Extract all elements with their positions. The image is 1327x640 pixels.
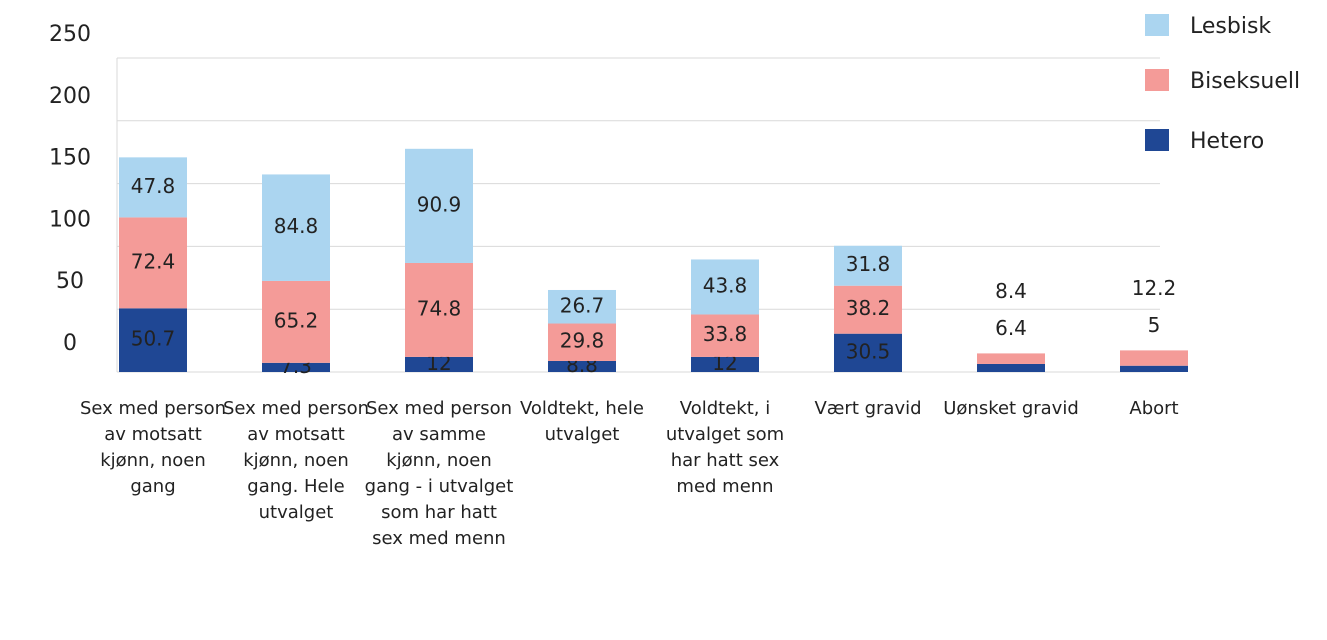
y-tick-label: 150 — [49, 146, 91, 171]
x-tick-label: Sex med person av motsatt kjønn, noen ga… — [79, 398, 226, 497]
bar-segment — [262, 174, 330, 281]
y-tick-label: 200 — [49, 84, 91, 109]
data-label: 50.7 — [131, 327, 176, 351]
bar-segment — [548, 360, 616, 372]
data-label: 65.2 — [274, 308, 319, 332]
y-tick-label: 50 — [56, 269, 84, 294]
x-tick-label: Sex med person av samme kjønn, noen gang… — [364, 398, 514, 549]
legend-label: Biseksuell — [1190, 69, 1300, 94]
bar-segment — [548, 289, 616, 324]
bar-segment — [834, 285, 902, 334]
bar-segment — [977, 353, 1045, 364]
legend-swatch — [1145, 14, 1169, 36]
bar-segment — [834, 333, 902, 372]
x-tick-label: Voldtekt, i utvalget som har hatt sex me… — [665, 398, 785, 497]
data-label: 84.8 — [274, 214, 319, 238]
data-label: 72.4 — [131, 249, 176, 273]
bar-segment — [691, 259, 759, 315]
bar-segment — [405, 148, 473, 263]
bar-segment — [691, 356, 759, 372]
legend-label: Hetero — [1190, 129, 1264, 154]
legend-swatch — [1145, 129, 1169, 151]
bar-segment — [548, 323, 616, 361]
bar-segment — [1120, 350, 1188, 366]
bar-segment — [977, 363, 1045, 372]
y-tick-label: 0 — [63, 331, 77, 356]
bar-segment — [119, 217, 187, 309]
x-tick-label: Sex med person av motsatt kjønn, noen ga… — [222, 398, 369, 523]
data-label: 31.8 — [846, 252, 891, 276]
data-label: 90.9 — [417, 192, 462, 216]
bar-segment — [119, 157, 187, 218]
data-label: 8.4 — [995, 279, 1027, 303]
bar-segment — [691, 314, 759, 357]
data-label: 30.5 — [846, 339, 891, 363]
bar-segment — [405, 262, 473, 357]
legend-swatch — [1145, 69, 1169, 91]
data-label: 74.8 — [417, 296, 462, 320]
data-label: 33.8 — [703, 322, 748, 346]
data-label: 47.8 — [131, 174, 176, 198]
bar-segment — [834, 245, 902, 286]
bar-segment — [262, 280, 330, 363]
y-tick-label: 100 — [49, 207, 91, 232]
data-label: 26.7 — [560, 293, 605, 317]
x-tick-label: Vært gravid — [814, 398, 922, 419]
bar-segment — [1120, 365, 1188, 372]
x-tick-label: Uønsket gravid — [943, 398, 1079, 419]
data-label: 12.2 — [1132, 276, 1177, 300]
x-tick-label: Voldtekt, hele utvalget — [520, 398, 644, 445]
data-label: 5 — [1148, 313, 1161, 337]
data-label: 29.8 — [560, 329, 605, 353]
legend-label: Lesbisk — [1190, 14, 1271, 39]
bar-segment — [262, 362, 330, 372]
bar-segment — [119, 308, 187, 372]
data-label: 38.2 — [846, 296, 891, 320]
data-label: 43.8 — [703, 273, 748, 297]
x-tick-label: Abort — [1129, 398, 1179, 419]
y-tick-label: 250 — [49, 22, 91, 47]
bar-segment — [405, 356, 473, 372]
data-label: 6.4 — [995, 316, 1027, 340]
